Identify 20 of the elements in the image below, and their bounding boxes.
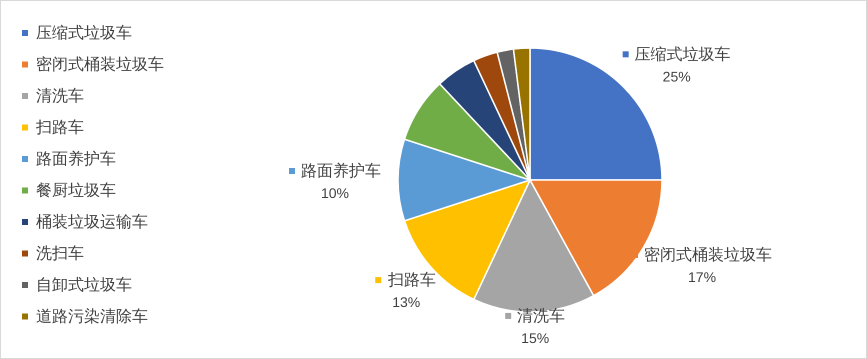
legend-label: 洗扫车 (36, 244, 84, 262)
data-label: 17% (688, 268, 716, 285)
data-label: 25% (662, 68, 691, 84)
legend-label: 桶装垃圾运输车 (36, 213, 148, 231)
legend-label: 餐厨垃圾车 (36, 182, 116, 200)
category-label: 压缩式垃圾车 (36, 25, 132, 42)
legend-label: 压缩式垃圾车 (634, 45, 731, 64)
data-label: 10% (320, 185, 350, 201)
data-label: 15% (521, 330, 550, 346)
legend-label: 清洗车 (517, 306, 566, 325)
legend-label: 扫路车 (387, 271, 436, 290)
category-label: 扫路车 (36, 120, 84, 136)
category-label: 路面养护车 (36, 151, 116, 168)
legend-label: 密闭式桶装垃圾车 (644, 246, 772, 264)
legend-label: 自卸式垃圾车 (36, 276, 132, 294)
legend-label: 路面养护车 (301, 162, 381, 180)
data-label: 13% (392, 294, 420, 310)
category-label: 密闭式桶装垃圾车 (36, 56, 164, 74)
category-label: 清洗车 (36, 88, 84, 105)
legend-label: 道路污染清除车 (36, 308, 148, 326)
